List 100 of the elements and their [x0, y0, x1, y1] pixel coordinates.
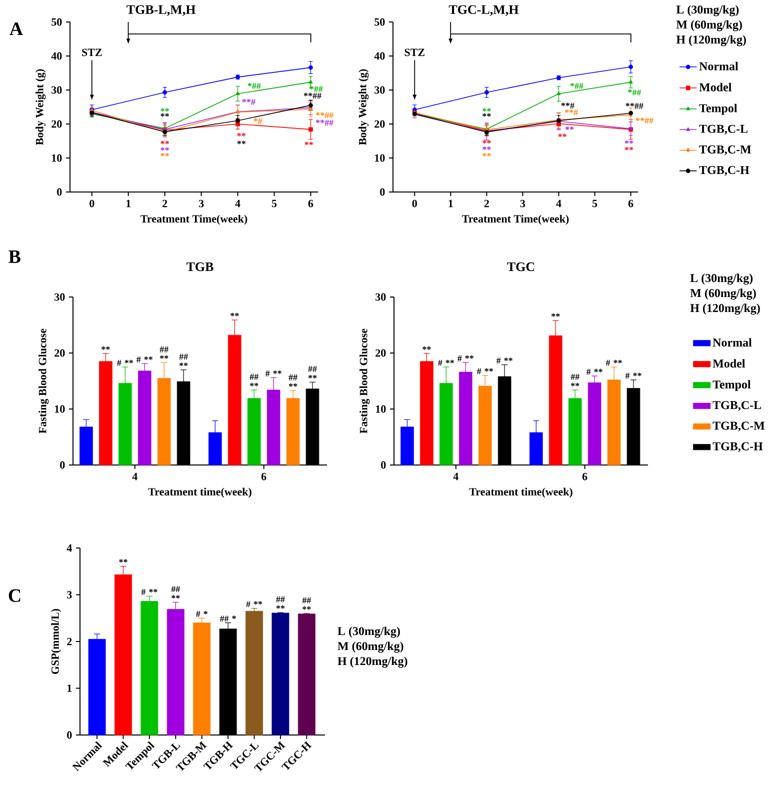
y-axis-title: Fasting Blood Glucose: [360, 328, 370, 434]
x-tick-label: 3: [198, 200, 204, 208]
text: TGB-L,M,H: [126, 5, 196, 16]
data-label: **: [160, 113, 169, 117]
text: H (120mg/kg): [676, 35, 746, 46]
y-tick-label: 20: [374, 120, 385, 128]
x-axis-title: Treatment Time(week): [462, 214, 569, 225]
data-label: **##: [316, 112, 334, 118]
legend-label: TGB,C-M: [699, 145, 752, 156]
data-label: # **: [457, 355, 474, 362]
data-label: *#: [254, 118, 262, 124]
y-tick-label: 1: [68, 684, 72, 692]
legend-label: TGB,C-L: [699, 124, 748, 135]
data-label: **: [624, 140, 634, 144]
legend-label: Model: [712, 359, 746, 368]
data-label: ## **: [570, 374, 580, 386]
x-axis-title: Treatment time(week): [148, 488, 252, 498]
text: A: [10, 22, 23, 36]
legend-label: Normal: [699, 62, 738, 70]
x-tick-label: 6: [261, 472, 266, 480]
y-tick-label: 30: [374, 86, 385, 94]
data-label: *##: [570, 82, 584, 89]
x-tick-label: 4: [235, 200, 240, 208]
data-label: **##: [636, 118, 654, 124]
legend-label: TGB,C-M: [712, 422, 765, 432]
y-tick-label: 4: [66, 544, 72, 552]
data-label: **: [565, 126, 574, 130]
y-tick-label: 0: [380, 188, 385, 196]
data-label: **: [160, 108, 169, 112]
x-axis-title: Treatment time(week): [469, 488, 572, 498]
x-tick-label: 0: [412, 200, 417, 208]
y-tick-label: 20: [52, 120, 62, 128]
data-label: *##: [628, 89, 642, 96]
data-label: # *: [196, 610, 208, 617]
data-label: # **: [136, 356, 152, 362]
data-label: **: [482, 152, 491, 156]
x-tick-label: 4: [132, 472, 138, 480]
data-label: # **: [117, 360, 134, 366]
data-label: ## **: [250, 374, 258, 386]
data-label: # **: [476, 368, 493, 374]
legend-label: TGB,C-H: [712, 442, 763, 452]
text: L (30mg/kg): [690, 274, 753, 285]
data-label: # **: [606, 360, 622, 366]
text: M (60mg/kg): [676, 20, 742, 32]
data-label: **##: [626, 103, 644, 109]
data-label: *##: [310, 86, 323, 92]
x-tick-label: 1: [126, 200, 131, 208]
data-label: ## **: [308, 366, 317, 378]
y-tick-label: 10: [376, 405, 386, 413]
legend-label: Normal: [712, 338, 752, 347]
data-label: **: [160, 152, 169, 156]
data-label: **: [558, 134, 566, 138]
y-tick-label: 40: [374, 52, 385, 60]
x-tick-label: 6: [628, 200, 634, 208]
x-tick-label: 5: [592, 200, 598, 208]
data-label: # **: [438, 360, 454, 366]
data-label: **#: [561, 102, 574, 109]
x-tick-label: 6: [308, 200, 314, 208]
y-tick-label: 30: [376, 293, 386, 301]
data-label: **: [482, 146, 491, 150]
data-label: **: [237, 132, 246, 136]
data-label: **: [551, 313, 560, 317]
data-label: ## **: [160, 346, 168, 359]
data-label: ## **: [171, 586, 180, 598]
y-tick-label: 30: [52, 86, 62, 94]
text: H (120mg/kg): [690, 304, 760, 315]
y-tick-label: 10: [55, 405, 65, 413]
y-tick-label: 0: [67, 731, 72, 739]
data-label: **: [304, 142, 313, 146]
data-label: **#: [564, 109, 578, 116]
y-axis-title: Body Weight (g): [36, 69, 46, 146]
x-tick-label: 4: [453, 472, 458, 480]
data-label: **: [482, 108, 491, 112]
text: L (30mg/kg): [676, 5, 739, 16]
y-tick-label: 20: [376, 349, 386, 357]
text: H (120mg/kg): [338, 656, 408, 668]
y-tick-label: 3: [67, 591, 72, 598]
y-axis-title: Fasting Blood Glucose: [38, 328, 49, 434]
data-label: # **: [496, 358, 512, 364]
y-axis-title: Body Weight (g): [358, 69, 369, 146]
y-tick-label: 10: [375, 154, 385, 162]
data-label: **: [102, 346, 110, 350]
chart-title: TGB: [186, 262, 214, 272]
y-tick-label: 2: [67, 638, 72, 646]
data-label: **##: [316, 120, 334, 126]
chart-title: TGC: [507, 262, 534, 272]
data-label: # **: [246, 601, 262, 608]
legend-label: Tempol: [699, 104, 738, 115]
data-label: **: [482, 140, 491, 144]
data-label: **: [422, 346, 431, 350]
x-tick-label: 6: [582, 472, 588, 480]
text: C: [8, 589, 20, 602]
y-tick-label: 0: [381, 461, 386, 469]
data-label: ## **: [179, 354, 188, 366]
y-tick-label: 30: [54, 293, 65, 301]
text: L (30mg/kg): [338, 626, 400, 638]
data-label: **: [230, 312, 239, 316]
legend-label: TGB,C-L: [712, 401, 762, 411]
x-axis-title: Treatment Time(week): [140, 214, 248, 225]
y-axis-title: GSP(mmol/L): [51, 608, 62, 674]
